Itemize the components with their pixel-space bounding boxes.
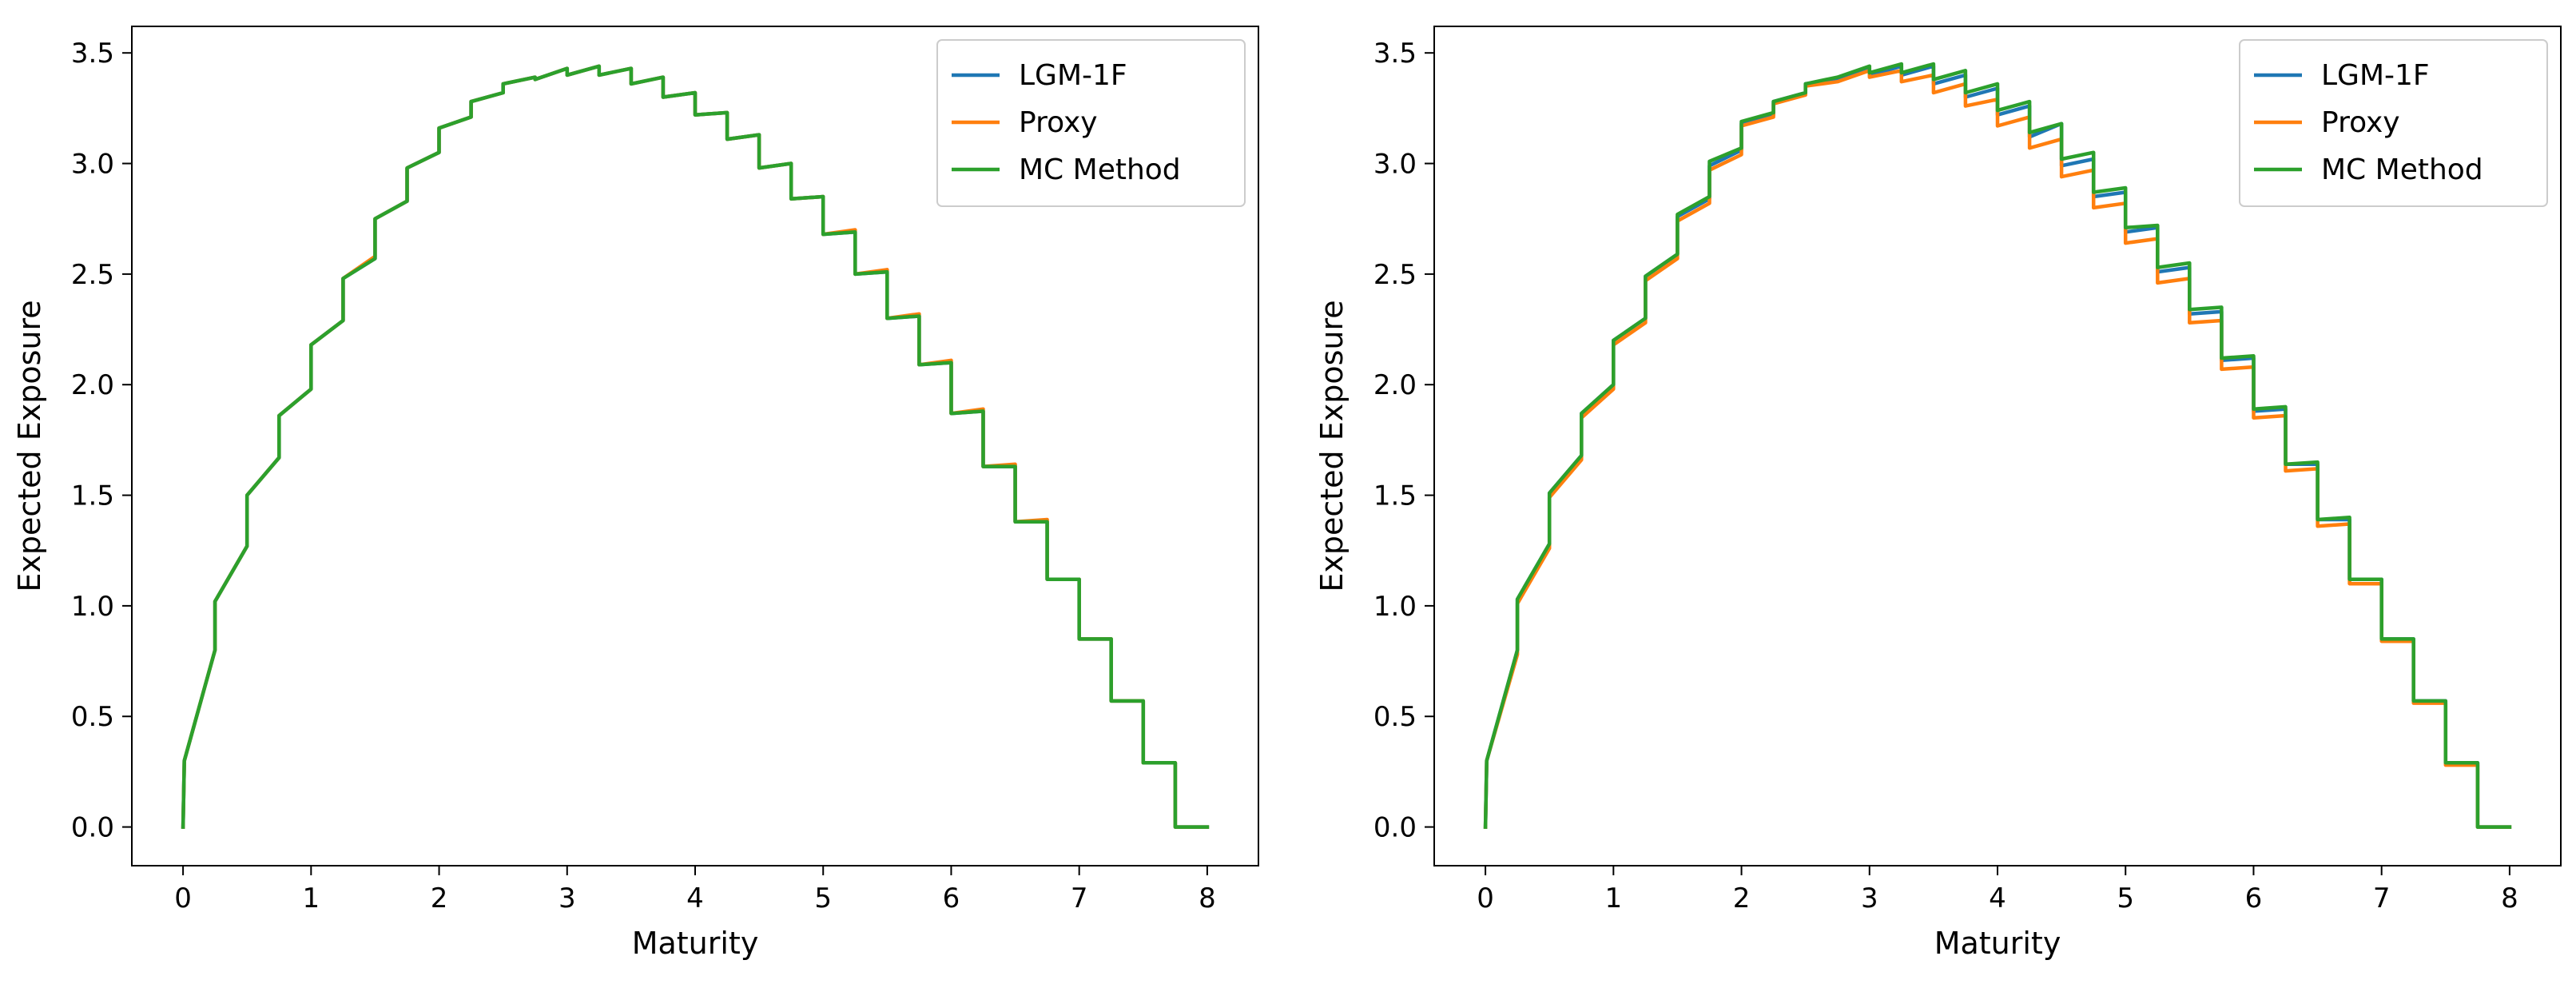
y-axis-label: Expected Exposure — [12, 300, 47, 592]
x-tick-label: 8 — [1199, 882, 1216, 914]
x-tick-label: 6 — [2245, 882, 2263, 914]
x-axis-label: Maturity — [1934, 926, 2061, 961]
x-tick-label: 4 — [1989, 882, 2006, 914]
y-tick-label: 1.5 — [71, 480, 114, 512]
x-tick-label: 6 — [943, 882, 960, 914]
x-tick-label: 3 — [559, 882, 576, 914]
y-tick-label: 1.0 — [1373, 591, 1417, 623]
chart-left: 0 1 2 3 4 5 6 7 8 0.0 0.5 1.0 1.5 2.0 2.5 3.0 3.5 Maturit… — [12, 26, 1259, 961]
series-line-mc-method — [181, 64, 1210, 829]
y-axis-label: Expected Exposure — [1314, 300, 1350, 592]
y-tick-label: 0.0 — [1373, 812, 1417, 844]
legend-box — [2239, 39, 2548, 207]
legend-label: MC Method — [2321, 153, 2483, 186]
y-tick-label: 2.5 — [1373, 259, 1417, 291]
x-tick-label: 0 — [1477, 882, 1494, 914]
y-tick-label: 0.5 — [71, 701, 114, 733]
x-tick-label: 3 — [1861, 882, 1878, 914]
x-tick-label: 0 — [174, 882, 192, 914]
x-tick-label: 2 — [431, 882, 448, 914]
legend-box — [936, 39, 1246, 207]
chart-right: 0 1 2 3 4 5 6 7 8 0.0 0.5 1.0 1.5 2.0 2.5 3.0 3.5 Maturit… — [1314, 26, 2562, 961]
x-tick-label: 7 — [1071, 882, 1088, 914]
legend-label: MC Method — [1019, 153, 1181, 186]
legend: LGM-1F Proxy MC Method — [2239, 39, 2548, 207]
x-tick-label: 4 — [686, 882, 704, 914]
series-line-mc-method — [1483, 62, 2512, 829]
x-tick-label: 5 — [814, 882, 832, 914]
y-tick-label: 0.0 — [71, 812, 114, 844]
y-tick-label: 2.0 — [1373, 369, 1417, 401]
y-tick-label: 1.0 — [71, 591, 114, 623]
x-axis-label: Maturity — [632, 926, 759, 961]
y-tick-label: 3.5 — [1373, 38, 1417, 70]
series-group — [1483, 62, 2512, 829]
x-tick-label: 1 — [302, 882, 320, 914]
y-tick-label: 3.0 — [1373, 149, 1417, 181]
y-tick-label: 2.5 — [71, 259, 114, 291]
x-tick-label: 8 — [2501, 882, 2518, 914]
x-tick-label: 5 — [2117, 882, 2134, 914]
y-tick-label: 3.0 — [71, 149, 114, 181]
x-tick-label: 1 — [1604, 882, 1622, 914]
legend: LGM-1F Proxy MC Method — [936, 39, 1246, 207]
y-tick-label: 0.5 — [1373, 701, 1417, 733]
x-tick-label: 7 — [2373, 882, 2391, 914]
y-tick-label: 3.5 — [71, 38, 114, 70]
y-tick-label: 2.0 — [71, 369, 114, 401]
legend-label: LGM-1F — [2321, 59, 2430, 92]
x-tick-label: 2 — [1733, 882, 1751, 914]
legend-label: Proxy — [2321, 106, 2400, 139]
legend-label: LGM-1F — [1019, 59, 1127, 92]
legend-label: Proxy — [1019, 106, 1098, 139]
y-tick-label: 1.5 — [1373, 480, 1417, 512]
series-group — [181, 64, 1210, 829]
